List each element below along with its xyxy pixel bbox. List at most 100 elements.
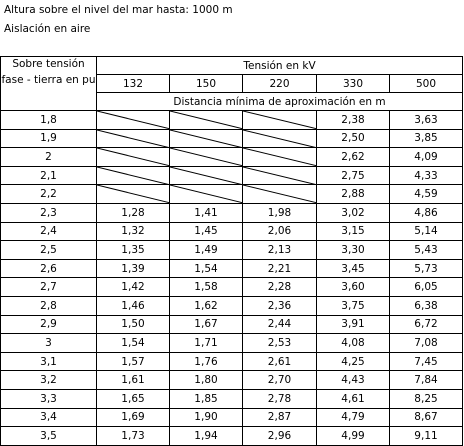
- not-applicable-cell: [96, 128, 170, 149]
- table-row: 2 2,62 4,09: [0, 147, 463, 167]
- distance-cell: 8,25: [389, 388, 463, 409]
- distance-cell: 1,69: [96, 407, 170, 428]
- distance-cell: 3,30: [316, 240, 390, 260]
- distance-cell: 3,91: [316, 314, 390, 335]
- not-applicable-cell: [169, 110, 243, 130]
- diagonal-strike: [97, 167, 169, 185]
- table-row: 1,8 2,38 3,63: [0, 110, 463, 130]
- distance-cell: 1,32: [96, 221, 170, 242]
- distance-cell: 4,08: [316, 333, 390, 353]
- distance-cell: 2,38: [316, 110, 390, 130]
- table-row: 2,5 1,35 1,49 2,13 3,30 5,43: [0, 240, 463, 260]
- distance-cell: 3,02: [316, 202, 390, 223]
- not-applicable-cell: [96, 147, 170, 167]
- distance-cell: 2,36: [242, 295, 317, 316]
- overvoltage-cell: 2,1: [0, 165, 97, 186]
- approach-distance-table: Sobre tensión fase - tierra en pu Tensió…: [0, 56, 463, 446]
- voltage-132-header: 132: [96, 74, 170, 93]
- not-applicable-cell: [169, 165, 243, 186]
- diagonal-strike: [170, 148, 242, 166]
- distance-cell: 4,61: [316, 388, 390, 409]
- not-applicable-cell: [96, 110, 170, 130]
- distance-cell: 1,76: [169, 351, 243, 372]
- table-row: 3,2 1,61 1,80 2,70 4,43 7,84: [0, 370, 463, 390]
- table-row: 1,9 2,50 3,85: [0, 128, 463, 149]
- overvoltage-cell: 2,4: [0, 221, 97, 242]
- diagonal-strike: [170, 111, 242, 129]
- diagonal-strike: [170, 185, 242, 203]
- distance-cell: 5,73: [389, 258, 463, 279]
- distance-cell: 2,78: [242, 388, 317, 409]
- distance-cell: 7,45: [389, 351, 463, 372]
- distance-cell: 2,21: [242, 258, 317, 279]
- distance-cell: 4,25: [316, 351, 390, 372]
- distance-cell: 2,44: [242, 314, 317, 335]
- diagonal-strike: [97, 185, 169, 203]
- altitude-note: Altura sobre el nivel del mar hasta: 100…: [4, 4, 233, 16]
- distance-cell: 3,75: [316, 295, 390, 316]
- overvoltage-cell: 2,2: [0, 184, 97, 204]
- overvoltage-cell: 3,3: [0, 388, 97, 409]
- table-row: 2,3 1,28 1,41 1,98 3,02 4,86: [0, 202, 463, 223]
- distance-cell: 1,73: [96, 426, 170, 446]
- table-row: 2,4 1,32 1,45 2,06 3,15 5,14: [0, 221, 463, 242]
- distance-cell: 2,28: [242, 277, 317, 297]
- distance-cell: 6,72: [389, 314, 463, 335]
- table-row: 3,5 1,73 1,94 2,96 4,99 9,11: [0, 426, 463, 446]
- overvoltage-cell: 2,6: [0, 258, 97, 279]
- distance-cell: 1,46: [96, 295, 170, 316]
- diagonal-strike: [243, 130, 316, 148]
- not-applicable-cell: [242, 147, 317, 167]
- distance-cell: 1,62: [169, 295, 243, 316]
- overvoltage-cell: 2,9: [0, 314, 97, 335]
- distance-cell: 3,15: [316, 221, 390, 242]
- distance-cell: 2,62: [316, 147, 390, 167]
- distance-cell: 7,08: [389, 333, 463, 353]
- distance-cell: 1,50: [96, 314, 170, 335]
- table-row: 2,2 2,88 4,59: [0, 184, 463, 204]
- distance-cell: 1,39: [96, 258, 170, 279]
- distance-cell: 1,98: [242, 202, 317, 223]
- overvoltage-cell: 2,3: [0, 202, 97, 223]
- distance-cell: 1,85: [169, 388, 243, 409]
- table-row: 3,3 1,65 1,85 2,78 4,61 8,25: [0, 388, 463, 409]
- distance-cell: 2,61: [242, 351, 317, 372]
- distance-cell: 6,38: [389, 295, 463, 316]
- table-row: 2,1 2,75 4,33: [0, 165, 463, 186]
- overvoltage-cell: 3,1: [0, 351, 97, 372]
- distance-cell: 1,57: [96, 351, 170, 372]
- distance-cell: 4,09: [389, 147, 463, 167]
- diagonal-strike: [243, 167, 316, 185]
- distance-cell: 3,60: [316, 277, 390, 297]
- distance-cell: 7,84: [389, 370, 463, 390]
- overvoltage-cell: 2: [0, 147, 97, 167]
- voltage-150-header: 150: [169, 74, 243, 93]
- distance-cell: 1,58: [169, 277, 243, 297]
- not-applicable-cell: [242, 110, 317, 130]
- not-applicable-cell: [169, 184, 243, 204]
- distance-cell: 1,49: [169, 240, 243, 260]
- not-applicable-cell: [169, 147, 243, 167]
- distance-cell: 2,50: [316, 128, 390, 149]
- distance-cell: 1,67: [169, 314, 243, 335]
- overvoltage-cell: 3,5: [0, 426, 97, 446]
- not-applicable-cell: [242, 184, 317, 204]
- overvoltage-cell: 1,8: [0, 110, 97, 130]
- table-body: 1,8 2,38 3,63 1,9 2,50 3,85 2 2,62 4,09 2,1 2,75 4,…: [0, 110, 463, 446]
- distance-cell: 2,53: [242, 333, 317, 353]
- distance-cell: 1,94: [169, 426, 243, 446]
- diagonal-strike: [243, 111, 316, 129]
- distance-cell: 1,54: [169, 258, 243, 279]
- distance-cell: 1,28: [96, 202, 170, 223]
- distance-cell: 2,88: [316, 184, 390, 204]
- voltage-500-header: 500: [389, 74, 463, 93]
- overvoltage-header: Sobre tensión fase - tierra en pu: [0, 56, 97, 111]
- distance-cell: 5,14: [389, 221, 463, 242]
- distance-cell: 3,63: [389, 110, 463, 130]
- distance-cell: 1,80: [169, 370, 243, 390]
- overvoltage-cell: 2,7: [0, 277, 97, 297]
- distance-cell: 2,06: [242, 221, 317, 242]
- distance-header: Distancia mínima de aproximación en m: [96, 92, 463, 111]
- distance-cell: 2,70: [242, 370, 317, 390]
- distance-cell: 1,35: [96, 240, 170, 260]
